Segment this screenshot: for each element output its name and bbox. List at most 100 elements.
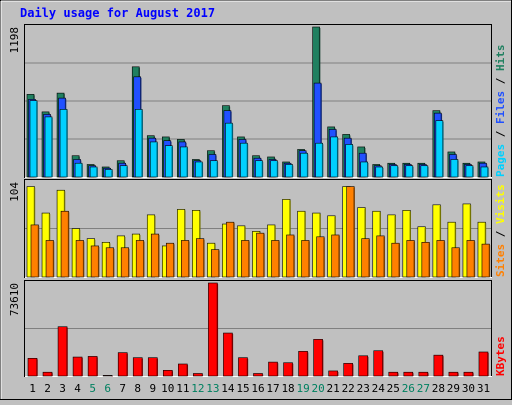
bar-kbytes: [328, 370, 339, 377]
y-max-label: 1198: [8, 27, 21, 54]
day-label: 9: [149, 382, 156, 395]
bar-kbytes: [193, 373, 204, 377]
day-label: 28: [432, 382, 445, 395]
bar-pages: [360, 161, 369, 178]
legend-kbytes: KBytes: [494, 336, 507, 376]
bar-kbytes: [102, 375, 113, 377]
bar-pages: [149, 141, 158, 178]
day-label: 18: [281, 382, 294, 395]
bar-pages: [89, 166, 98, 178]
bar-pages: [164, 145, 173, 178]
bar-sites: [361, 238, 370, 278]
day-label: 17: [266, 382, 279, 395]
bar-pages: [255, 160, 264, 178]
day-label: 26: [402, 382, 415, 395]
bar-kbytes: [147, 357, 158, 377]
bar-sites: [90, 245, 100, 278]
bar-kbytes: [343, 363, 354, 377]
day-label: 2: [44, 382, 51, 395]
panels-group: 1198 Pages / Files / Hits 104 Sites / Visit…: [8, 24, 507, 377]
day-label: 8: [134, 382, 141, 395]
bar-kbytes: [253, 373, 264, 377]
bar-sites: [120, 247, 130, 278]
day-label: 15: [236, 382, 249, 395]
bar-sites: [150, 233, 160, 278]
bar-sites: [301, 240, 310, 278]
legend-entry: Sites: [494, 244, 507, 277]
bar-sites: [60, 210, 70, 278]
bar-kbytes: [268, 361, 279, 377]
bar-pages: [210, 160, 219, 178]
bar-pages: [420, 165, 429, 178]
bar-pages: [345, 144, 354, 178]
bar-kbytes: [57, 326, 68, 377]
bar-kbytes: [418, 371, 429, 377]
bar-kbytes: [358, 355, 369, 377]
day-label: 14: [221, 382, 235, 395]
bar-pages: [225, 122, 234, 178]
bar-sites: [481, 243, 491, 278]
day-label: 13: [206, 382, 219, 395]
bar-pages: [375, 166, 384, 178]
panel-kbytes: 73610 KBytes: [8, 280, 507, 377]
bar-kbytes: [87, 356, 98, 377]
bar-pages: [119, 165, 128, 178]
day-label: 23: [357, 382, 370, 395]
day-label: 27: [417, 382, 430, 395]
bar-kbytes: [313, 339, 324, 377]
bar-sites: [196, 238, 205, 278]
bar-pages: [435, 120, 444, 178]
bar-sites: [376, 235, 385, 278]
bar-pages: [480, 166, 489, 178]
bar-kbytes: [72, 356, 83, 377]
bar-kbytes: [178, 363, 189, 377]
legend-entry: Files: [494, 91, 507, 124]
bar-pages: [405, 165, 414, 178]
bar-pages: [285, 164, 294, 178]
bar-pages: [44, 116, 53, 178]
bar-sites: [30, 224, 40, 278]
day-label: 21: [327, 382, 340, 395]
day-label: 6: [104, 382, 111, 395]
bar-sites: [105, 247, 115, 278]
legend-entry: /: [494, 124, 507, 144]
panel-hits-files-pages: 1198 Pages / Files / Hits: [8, 24, 507, 178]
day-label: 29: [447, 382, 460, 395]
bar-pages: [300, 152, 309, 178]
y-max-label: 73610: [8, 283, 21, 316]
legend-entry: Pages: [494, 144, 507, 177]
bar-kbytes: [27, 358, 38, 377]
bar-sites: [466, 240, 476, 278]
bar-sites: [436, 240, 446, 278]
day-label: 20: [312, 382, 325, 395]
bar-pages: [315, 142, 324, 178]
bar-kbytes: [388, 371, 399, 377]
bar-kbytes: [373, 350, 384, 377]
day-label: 5: [89, 382, 96, 395]
legend-entry: Hits: [494, 45, 507, 72]
day-label: 4: [74, 382, 81, 395]
bar-kbytes: [132, 357, 143, 377]
legend-entry: /: [494, 71, 507, 91]
bar-sites: [346, 186, 355, 278]
bar-kbytes: [238, 357, 249, 377]
bar-sites: [165, 242, 175, 278]
bar-sites: [451, 247, 461, 278]
day-label: 10: [161, 382, 174, 395]
bar-sites: [316, 236, 325, 278]
bar-kbytes: [117, 352, 128, 377]
day-label: 12: [191, 382, 204, 395]
legend-entry: KBytes: [494, 336, 507, 376]
bar-kbytes: [478, 351, 489, 377]
day-label: 25: [387, 382, 400, 395]
bar-pages: [29, 100, 38, 178]
bar-sites: [286, 234, 295, 278]
bar-sites: [181, 240, 190, 278]
bar-kbytes: [223, 332, 234, 377]
y-max-label: 104: [8, 182, 21, 202]
day-label: 7: [119, 382, 126, 395]
bar-pages: [195, 161, 204, 178]
bars-hits-files-pages: [26, 26, 489, 178]
